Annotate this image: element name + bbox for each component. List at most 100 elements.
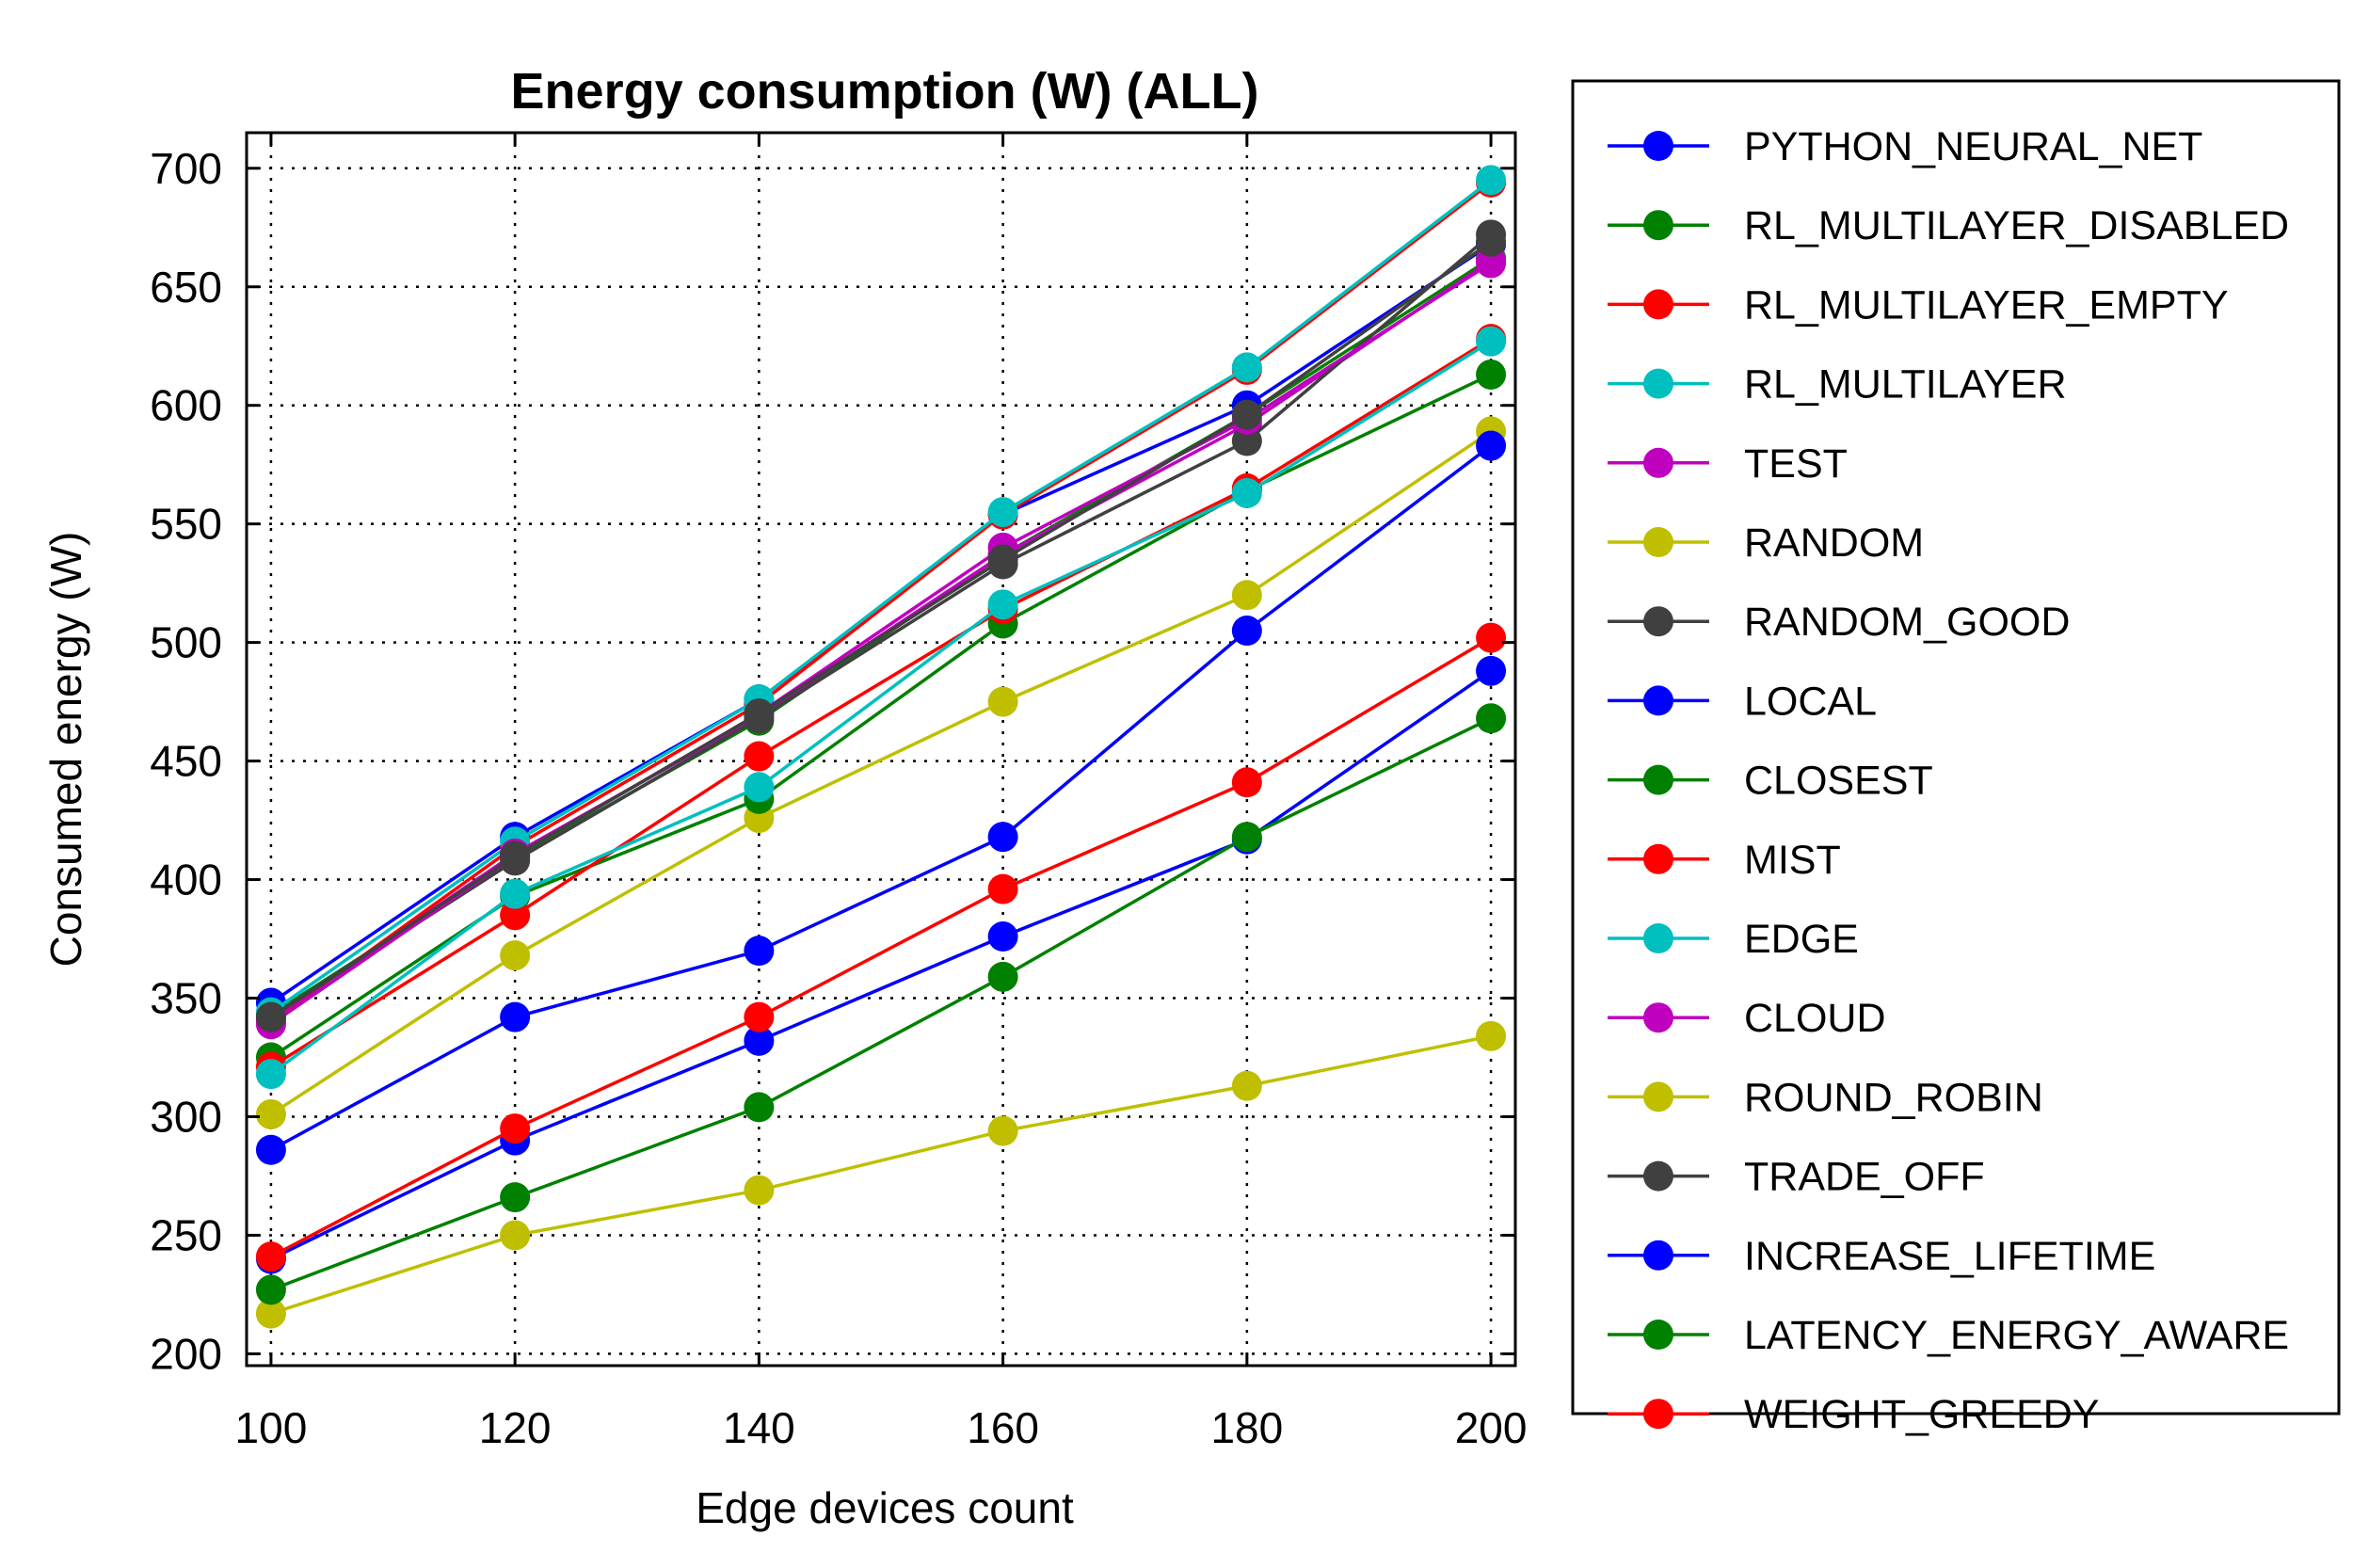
data-point [744,1025,775,1056]
y-tick-label: 450 [150,737,222,786]
legend-label: WEIGHT_GREEDY [1744,1392,2100,1437]
legend-frame [1571,79,2341,1416]
x-tick-label: 200 [1455,1403,1528,1452]
data-point [1476,703,1507,734]
series-line [270,444,1493,1152]
series-line [269,240,1493,1019]
data-point [500,878,531,909]
legend-label: RANDOM_GOOD [1744,600,2070,645]
legend-entry: LATENCY_ENERGY_AWARE [1608,1313,2289,1358]
legend-entry: RL_MULTILAYER_EMPTY [1608,282,2229,328]
y-tick-label: 700 [150,144,222,193]
data-point [255,1274,286,1305]
y-tick-label: 400 [150,856,222,904]
data-point [744,698,775,729]
data-point [744,1001,775,1032]
legend-entry: CLOSEST [1608,759,1933,804]
data-point [255,1098,286,1129]
series-latency-energy-aware [255,703,1507,1305]
y-tick-label: 350 [150,974,222,1023]
legend-entry: INCREASE_LIFETIME [1608,1234,2155,1279]
legend-entry: TEST [1608,441,1848,487]
data-point [1476,655,1507,686]
series-closest [255,359,1507,1073]
data-point [1231,616,1262,647]
series-trade-off [255,226,1507,1032]
data-point [1476,622,1507,653]
legend-marker [1643,923,1673,953]
series-edge [255,326,1507,1090]
data-point [255,1001,286,1032]
legend-label: TEST [1744,441,1848,487]
data-point [500,940,531,971]
data-point [1476,165,1507,196]
series-line [269,429,1493,1116]
data-point [255,1059,286,1090]
data-point [987,497,1018,528]
legend-label: RL_MULTILAYER [1744,362,2067,408]
legend-marker [1643,606,1673,637]
data-point [1476,248,1507,279]
series-mist [255,324,1507,1082]
legend-marker [1643,131,1673,161]
data-point [1231,425,1262,456]
legend-entry: EDGE [1608,917,1859,962]
data-point [744,772,775,803]
data-point [1476,359,1507,390]
data-point [500,840,531,872]
data-point [744,1092,775,1123]
x-axis-ticks: 100 120 140 160 180 200 [235,133,1528,1452]
legend-marker [1643,1399,1673,1430]
y-tick-label: 300 [150,1092,222,1141]
x-tick-label: 180 [1210,1403,1283,1452]
legend-label: MIST [1744,838,1841,883]
data-point [1231,399,1262,430]
legend-marker [1643,1002,1673,1033]
legend-entry: WEIGHT_GREEDY [1608,1392,2100,1437]
legend: PYTHON_NEURAL_NET RL_MULTILAYER_DISABLED R… [1608,124,2289,1437]
data-point [987,873,1018,904]
y-axis-label: Consumed energy (W) [41,532,90,968]
legend-label: INCREASE_LIFETIME [1744,1234,2155,1279]
legend-entry: CLOUD [1608,996,1886,1041]
y-tick-label: 650 [150,263,222,312]
legend-marker [1643,447,1673,478]
grid [247,133,1515,1366]
legend-entry: RL_MULTILAYER_DISABLED [1608,203,2289,248]
data-point [255,1298,286,1329]
plot-frame [245,131,1517,1368]
series-line [270,1034,1492,1316]
series-line [269,337,1492,1069]
legend-marker [1643,764,1673,795]
legend-label: LOCAL [1744,679,1877,724]
legend-label: CLOUD [1744,996,1886,1041]
legend-entry: LOCAL [1608,679,1877,724]
legend-entry: ROUND_ROBIN [1608,1075,2043,1120]
legend-entry: TRADE_OFF [1608,1155,1985,1200]
series-line [270,669,1493,1261]
legend-entry: RANDOM [1608,520,1924,566]
legend-label: RL_MULTILAYER_EMPTY [1744,282,2229,328]
series-layer [255,165,1507,1329]
y-tick-label: 550 [150,500,222,549]
legend-label: TRADE_OFF [1744,1155,1985,1200]
data-point [255,1241,286,1272]
data-point [987,686,1018,717]
legend-label: RANDOM [1744,520,1924,566]
x-tick-label: 120 [479,1403,552,1452]
data-point [987,1115,1018,1146]
series-increase-lifetime [255,655,1507,1274]
data-point [744,936,775,967]
legend-label: ROUND_ROBIN [1744,1075,2043,1120]
legend-marker [1643,1160,1673,1192]
data-point [500,1220,531,1251]
data-point [1231,822,1262,853]
data-point [1231,477,1262,508]
series-line [270,716,1492,1292]
legend-label: PYTHON_NEURAL_NET [1744,124,2202,169]
data-point [1231,767,1262,798]
legend-marker [1643,210,1673,241]
data-point [500,1001,531,1032]
legend-entry: RANDOM_GOOD [1608,600,2070,645]
